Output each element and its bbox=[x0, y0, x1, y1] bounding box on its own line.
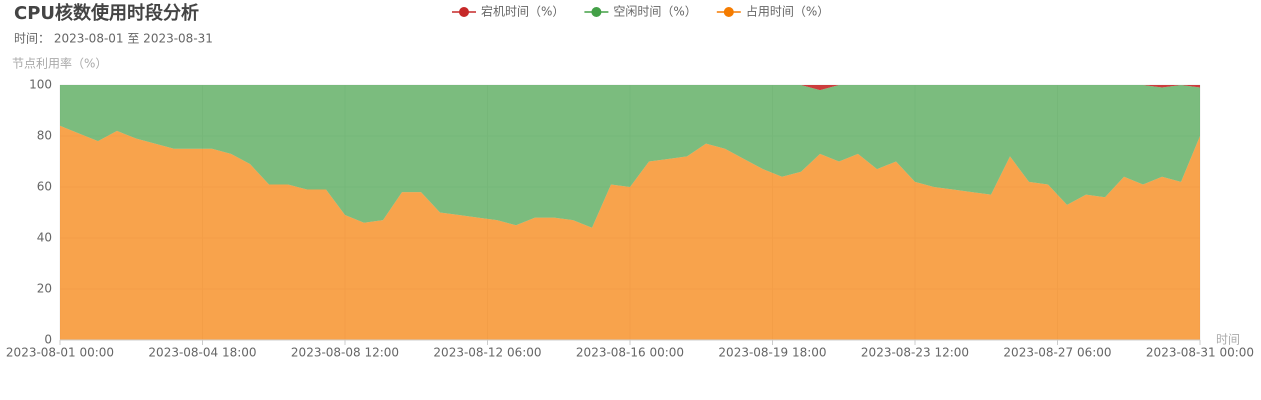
x-tick-label: 2023-08-01 00:00 bbox=[6, 346, 114, 360]
area bbox=[60, 125, 1200, 340]
x-tick-label: 2023-08-23 12:00 bbox=[861, 346, 969, 360]
y-tick-label: 20 bbox=[37, 282, 52, 296]
x-tick-label: 2023-08-19 18:00 bbox=[718, 346, 826, 360]
legend-label: 宕机时间（%） bbox=[481, 4, 564, 19]
legend-label: 占用时间（%） bbox=[746, 4, 829, 19]
chart-subtitle: 时间： 2023-08-01 至 2023-08-31 bbox=[14, 32, 213, 46]
legend-marker bbox=[591, 7, 602, 17]
legend-label: 空闲时间（%） bbox=[613, 5, 696, 19]
legend-item: 占用时间（%） bbox=[716, 4, 829, 19]
legend-item: 空闲时间（%） bbox=[584, 5, 697, 19]
x-tick-label: 2023-08-04 18:00 bbox=[148, 346, 256, 360]
y-tick-label: 40 bbox=[37, 231, 52, 245]
x-tick-label: 2023-08-12 06:00 bbox=[433, 346, 541, 360]
legend-marker bbox=[723, 7, 734, 17]
area bbox=[60, 85, 1200, 228]
y-tick-label: 60 bbox=[37, 180, 52, 194]
y-tick-label: 80 bbox=[37, 129, 52, 143]
x-tick-label: 2023-08-31 00:00 bbox=[1146, 346, 1254, 360]
legend-marker bbox=[459, 7, 469, 17]
chart-title: CPU核数使用时段分析 bbox=[14, 2, 199, 24]
legend-item: 宕机时间（%） bbox=[452, 4, 564, 19]
x-axis-label: 时间 bbox=[1216, 333, 1240, 347]
y-axis-label: 节点利用率（%） bbox=[12, 56, 107, 71]
x-tick-label: 2023-08-16 00:00 bbox=[576, 346, 684, 360]
y-tick-label: 100 bbox=[29, 78, 52, 92]
y-tick-label: 0 bbox=[44, 333, 52, 347]
x-tick-label: 2023-08-08 12:00 bbox=[291, 346, 399, 360]
plot: 0 20 40 60 80 100 2023-08-01 00:00 2023-08-04 1… bbox=[6, 78, 1254, 360]
x-tick-label: 2023-08-27 06:00 bbox=[1003, 346, 1111, 360]
